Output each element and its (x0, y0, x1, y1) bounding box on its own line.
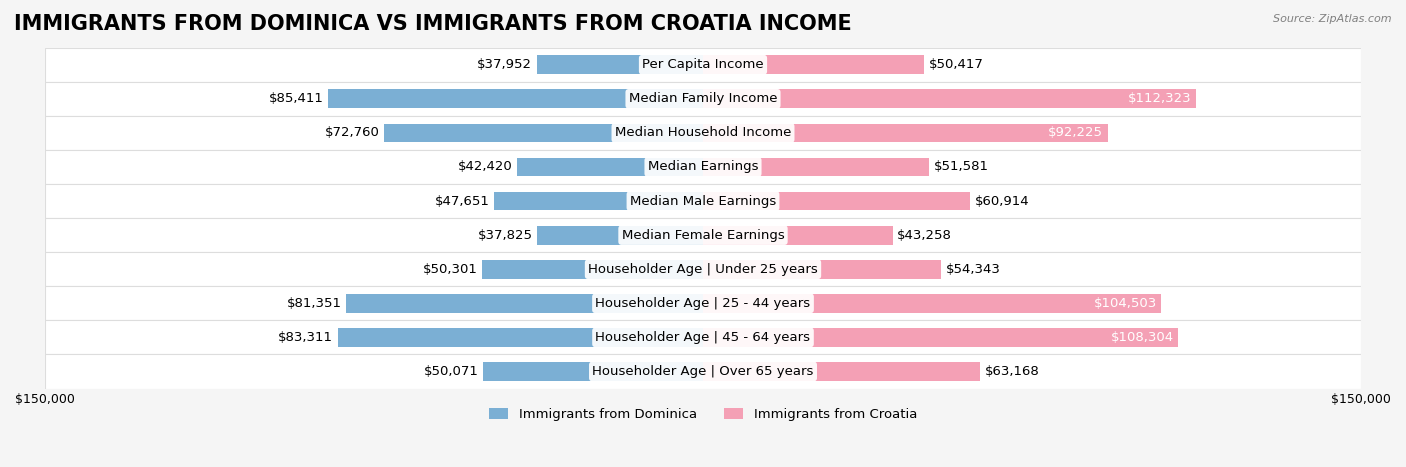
FancyBboxPatch shape (703, 123, 1108, 142)
Text: $50,301: $50,301 (423, 263, 478, 276)
FancyBboxPatch shape (45, 82, 1361, 116)
FancyBboxPatch shape (703, 90, 1195, 108)
FancyBboxPatch shape (45, 48, 1361, 82)
Text: Median Family Income: Median Family Income (628, 92, 778, 106)
FancyBboxPatch shape (45, 150, 1361, 184)
FancyBboxPatch shape (703, 56, 924, 74)
Text: $51,581: $51,581 (934, 161, 988, 173)
Text: $92,225: $92,225 (1049, 127, 1104, 139)
Text: $104,503: $104,503 (1094, 297, 1157, 310)
Text: $83,311: $83,311 (278, 331, 333, 344)
Text: $112,323: $112,323 (1128, 92, 1191, 106)
Text: $43,258: $43,258 (897, 229, 952, 241)
Text: $37,825: $37,825 (478, 229, 533, 241)
Text: Median Male Earnings: Median Male Earnings (630, 195, 776, 207)
Text: Source: ZipAtlas.com: Source: ZipAtlas.com (1274, 14, 1392, 24)
Text: $63,168: $63,168 (984, 365, 1039, 378)
Text: $37,952: $37,952 (477, 58, 531, 71)
FancyBboxPatch shape (537, 56, 703, 74)
Text: Median Earnings: Median Earnings (648, 161, 758, 173)
Legend: Immigrants from Dominica, Immigrants from Croatia: Immigrants from Dominica, Immigrants fro… (484, 402, 922, 426)
FancyBboxPatch shape (703, 328, 1178, 347)
FancyBboxPatch shape (482, 260, 703, 279)
Text: $54,343: $54,343 (946, 263, 1001, 276)
Text: $50,071: $50,071 (425, 365, 479, 378)
Text: $108,304: $108,304 (1111, 331, 1174, 344)
FancyBboxPatch shape (45, 252, 1361, 286)
FancyBboxPatch shape (45, 218, 1361, 252)
FancyBboxPatch shape (45, 320, 1361, 354)
FancyBboxPatch shape (484, 362, 703, 381)
Text: $81,351: $81,351 (287, 297, 342, 310)
FancyBboxPatch shape (517, 157, 703, 177)
Text: $72,760: $72,760 (325, 127, 380, 139)
FancyBboxPatch shape (703, 226, 893, 245)
Text: Per Capita Income: Per Capita Income (643, 58, 763, 71)
Text: $47,651: $47,651 (434, 195, 489, 207)
Text: $50,417: $50,417 (928, 58, 983, 71)
FancyBboxPatch shape (45, 354, 1361, 389)
Text: Householder Age | 45 - 64 years: Householder Age | 45 - 64 years (596, 331, 810, 344)
FancyBboxPatch shape (45, 286, 1361, 320)
FancyBboxPatch shape (537, 226, 703, 245)
Text: $60,914: $60,914 (974, 195, 1029, 207)
FancyBboxPatch shape (45, 184, 1361, 218)
Text: Median Household Income: Median Household Income (614, 127, 792, 139)
FancyBboxPatch shape (703, 260, 942, 279)
Text: Householder Age | Under 25 years: Householder Age | Under 25 years (588, 263, 818, 276)
Text: $85,411: $85,411 (269, 92, 323, 106)
Text: $42,420: $42,420 (458, 161, 513, 173)
Text: Median Female Earnings: Median Female Earnings (621, 229, 785, 241)
Text: IMMIGRANTS FROM DOMINICA VS IMMIGRANTS FROM CROATIA INCOME: IMMIGRANTS FROM DOMINICA VS IMMIGRANTS F… (14, 14, 852, 34)
FancyBboxPatch shape (703, 157, 929, 177)
FancyBboxPatch shape (346, 294, 703, 313)
FancyBboxPatch shape (328, 90, 703, 108)
FancyBboxPatch shape (703, 362, 980, 381)
FancyBboxPatch shape (703, 191, 970, 211)
FancyBboxPatch shape (494, 191, 703, 211)
FancyBboxPatch shape (703, 294, 1161, 313)
FancyBboxPatch shape (45, 116, 1361, 150)
Text: Householder Age | 25 - 44 years: Householder Age | 25 - 44 years (595, 297, 811, 310)
Text: Householder Age | Over 65 years: Householder Age | Over 65 years (592, 365, 814, 378)
FancyBboxPatch shape (384, 123, 703, 142)
FancyBboxPatch shape (337, 328, 703, 347)
